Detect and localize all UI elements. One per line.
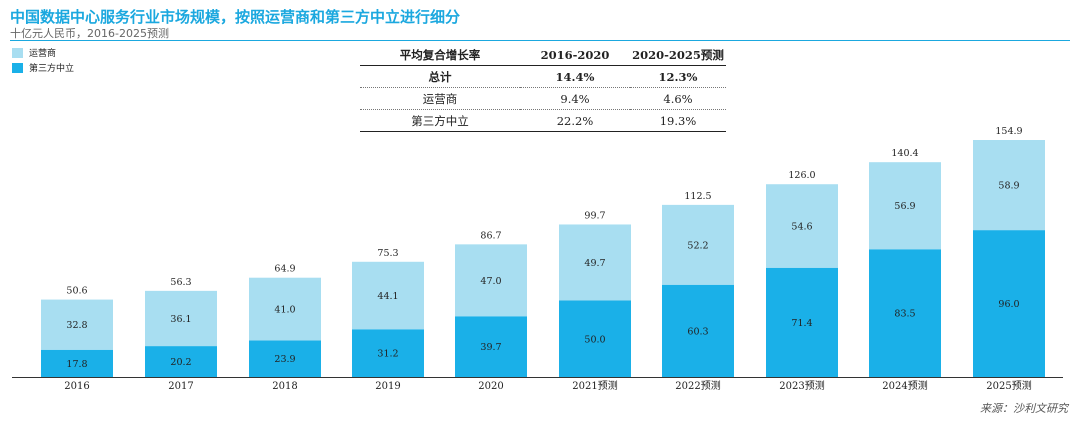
bar-operator bbox=[559, 224, 631, 301]
bar-operator bbox=[973, 140, 1045, 231]
bar-operator bbox=[455, 244, 527, 317]
data-label-neutral: 23.9 bbox=[274, 354, 295, 365]
source-note: 来源：沙利文研究 bbox=[980, 402, 1068, 415]
bar-operator bbox=[352, 261, 424, 330]
x-tick-label: 2023预测 bbox=[779, 379, 824, 392]
data-label-operator: 56.9 bbox=[894, 201, 915, 212]
x-tick-label: 2019 bbox=[375, 381, 400, 392]
x-tick-label: 2024预测 bbox=[882, 379, 927, 392]
cagr-cell: 第三方中立 bbox=[360, 109, 520, 132]
cagr-cell: 运营商 bbox=[360, 87, 520, 110]
cagr-cell: 19.3% bbox=[630, 109, 726, 132]
data-label-total: 86.7 bbox=[480, 230, 501, 241]
cagr-row-neutral: 第三方中立 22.2% 19.3% bbox=[360, 109, 726, 132]
bar-neutral bbox=[973, 230, 1045, 377]
data-label-operator: 32.8 bbox=[66, 320, 87, 331]
bar-operator bbox=[41, 299, 113, 350]
data-label-neutral: 39.7 bbox=[480, 342, 501, 353]
x-tick-label: 2020 bbox=[478, 381, 503, 392]
data-label-total: 126.0 bbox=[788, 170, 815, 181]
data-label-total: 154.9 bbox=[995, 126, 1022, 137]
title-rule bbox=[10, 40, 1070, 41]
x-tick-label: 2025预测 bbox=[986, 379, 1031, 392]
legend: 运营商 第三方中立 bbox=[12, 45, 74, 75]
cagr-table: 平均复合增长率 2016-2020 2020-2025预测 总计 14.4% 1… bbox=[360, 44, 726, 132]
bar-neutral bbox=[145, 346, 217, 377]
cagr-cell: 4.6% bbox=[630, 87, 726, 110]
data-label-neutral: 83.5 bbox=[894, 309, 915, 320]
legend-label-operator: 运营商 bbox=[29, 49, 57, 59]
bar-neutral bbox=[662, 284, 734, 377]
cagr-row-total: 总计 14.4% 12.3% bbox=[360, 65, 726, 88]
cagr-table-header: 平均复合增长率 2016-2020 2020-2025预测 bbox=[360, 44, 726, 66]
data-label-operator: 36.1 bbox=[170, 314, 191, 325]
data-label-operator: 47.0 bbox=[480, 276, 501, 287]
x-tick-label: 2022预测 bbox=[675, 379, 720, 392]
data-label-operator: 41.0 bbox=[274, 305, 295, 316]
data-label-neutral: 31.2 bbox=[377, 349, 398, 360]
bar-operator bbox=[249, 277, 321, 341]
bar-neutral bbox=[559, 300, 631, 377]
cagr-cell: 9.4% bbox=[520, 87, 630, 110]
data-label-total: 56.3 bbox=[170, 277, 191, 288]
bar-operator bbox=[869, 162, 941, 250]
bar-neutral bbox=[249, 340, 321, 377]
data-label-total: 64.9 bbox=[274, 264, 295, 275]
data-label-operator: 54.6 bbox=[791, 221, 812, 232]
data-label-operator: 58.9 bbox=[998, 181, 1019, 192]
chart-subtitle: 十亿元人民币，2016-2025预测 bbox=[10, 27, 169, 40]
bar-neutral bbox=[869, 249, 941, 377]
cagr-header-2016-2020: 2016-2020 bbox=[520, 44, 630, 66]
legend-item-operator: 运营商 bbox=[12, 45, 74, 60]
bar-neutral bbox=[766, 267, 838, 377]
data-label-operator: 44.1 bbox=[377, 291, 398, 302]
x-tick-label: 2016 bbox=[64, 381, 89, 392]
data-label-neutral: 96.0 bbox=[998, 299, 1019, 310]
bar-neutral bbox=[455, 316, 527, 377]
bar-neutral bbox=[41, 349, 113, 377]
data-label-neutral: 17.8 bbox=[66, 359, 87, 370]
cagr-header-2020-2025: 2020-2025预测 bbox=[630, 44, 726, 66]
data-label-operator: 52.2 bbox=[687, 240, 708, 251]
data-label-neutral: 50.0 bbox=[584, 334, 605, 345]
cagr-cell: 14.4% bbox=[520, 65, 630, 88]
cagr-row-operator: 运营商 9.4% 4.6% bbox=[360, 87, 726, 110]
data-label-operator: 49.7 bbox=[584, 258, 605, 269]
data-label-neutral: 71.4 bbox=[791, 318, 812, 329]
data-label-neutral: 60.3 bbox=[687, 326, 708, 337]
x-tick-label: 2021预测 bbox=[572, 379, 617, 392]
bar-operator bbox=[766, 184, 838, 268]
data-label-total: 75.3 bbox=[377, 248, 398, 259]
x-tick-label: 2018 bbox=[272, 381, 297, 392]
bar-operator bbox=[662, 204, 734, 285]
legend-item-neutral: 第三方中立 bbox=[12, 60, 74, 75]
chart-title: 中国数据中心服务行业市场规模，按照运营商和第三方中立进行细分 bbox=[10, 8, 461, 26]
cagr-cell: 12.3% bbox=[630, 65, 726, 88]
bar-operator bbox=[145, 290, 217, 347]
data-label-total: 112.5 bbox=[684, 191, 711, 202]
x-tick-label: 2017 bbox=[168, 381, 193, 392]
data-label-neutral: 20.2 bbox=[170, 357, 191, 368]
cagr-header-label: 平均复合增长率 bbox=[360, 44, 520, 66]
cagr-cell: 总计 bbox=[360, 65, 520, 88]
data-label-total: 50.6 bbox=[66, 286, 87, 297]
data-label-total: 99.7 bbox=[584, 210, 605, 221]
data-label-total: 140.4 bbox=[891, 148, 918, 159]
legend-swatch-neutral bbox=[12, 62, 23, 73]
legend-swatch-operator bbox=[12, 47, 23, 58]
bar-neutral bbox=[352, 329, 424, 377]
cagr-cell: 22.2% bbox=[520, 109, 630, 132]
legend-label-neutral: 第三方中立 bbox=[29, 64, 75, 74]
